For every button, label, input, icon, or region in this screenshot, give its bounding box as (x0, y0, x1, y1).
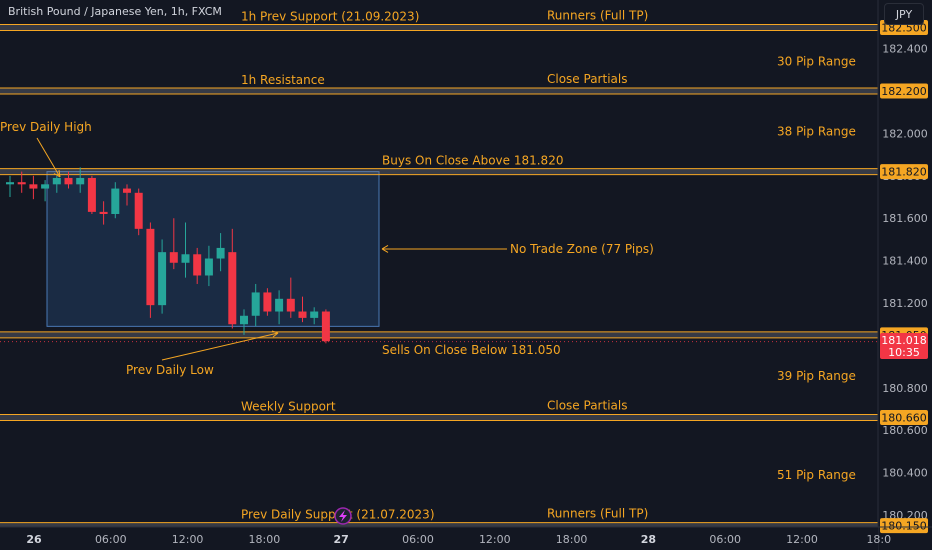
level-band (0, 24, 878, 31)
candle-body (17, 182, 26, 185)
level-band (0, 168, 878, 175)
x-tick-label: 06:00 (95, 533, 127, 546)
x-tick-label: 18:00 (249, 533, 281, 546)
candle-body (240, 315, 248, 325)
candle-body (158, 252, 167, 306)
x-tick-label: 18:0 (866, 533, 891, 546)
current-price-countdown: 10:35 (888, 346, 920, 359)
candle-body (321, 311, 330, 342)
current-price-value: 181.018 (881, 334, 927, 347)
y-tick-label: 181.200 (882, 297, 928, 310)
level-price-badge (880, 164, 928, 180)
x-tick-label: 27 (334, 533, 349, 546)
candle-body (263, 292, 272, 312)
candle-body (169, 252, 178, 263)
level-band (0, 331, 878, 338)
candle-body (52, 177, 61, 185)
time-axis (0, 527, 878, 550)
candle-body (181, 254, 190, 263)
prev-daily-low-label: Prev Daily Low (126, 363, 214, 377)
candle-body (193, 254, 202, 276)
candle-body (41, 184, 50, 189)
currency-button[interactable]: JPY (884, 3, 924, 25)
candle-body (146, 228, 155, 306)
zone-arrow-head (381, 245, 389, 253)
level-price-badge-text: 180.660 (881, 412, 927, 425)
no-trade-zone (46, 171, 380, 327)
level-price-badge (880, 518, 928, 534)
pip-range-label: 30 Pip Range (777, 54, 856, 68)
candle-body (134, 192, 143, 229)
x-tick-label: 12:00 (479, 533, 511, 546)
candle-body (76, 177, 85, 185)
y-tick-label: 182.000 (882, 127, 928, 140)
no-trade-zone-label: No Trade Zone (77 Pips) (510, 242, 654, 256)
candle-body (64, 177, 73, 185)
level-price-badge-text: 181.820 (881, 166, 927, 179)
level-label: 1h Prev Support (21.09.2023) (241, 9, 419, 23)
pip-range-label: 39 Pip Range (777, 369, 856, 383)
x-tick-label: 06:00 (402, 533, 434, 546)
level-band (0, 88, 878, 95)
level-label-right: Runners (Full TP) (547, 507, 648, 521)
prev-daily-high-label: Prev Daily High (0, 120, 92, 134)
current-price-badge (880, 333, 928, 359)
y-tick-label: 180.800 (882, 382, 928, 395)
level-price-badge (880, 83, 928, 99)
candle-body (216, 247, 225, 259)
candle-body (6, 182, 14, 185)
level-band (0, 522, 878, 529)
lightning-icon-glyph (339, 510, 347, 522)
candle-body (251, 292, 260, 316)
x-tick-label: 28 (641, 533, 656, 546)
y-tick-label: 180.400 (882, 467, 928, 480)
pip-range-label: 51 Pip Range (777, 468, 856, 482)
x-tick-label: 06:00 (709, 533, 741, 546)
level-label: 1h Resistance (241, 73, 325, 87)
x-tick-label: 12:00 (172, 533, 204, 546)
candle-body (298, 311, 307, 318)
level-label: Weekly Support (241, 400, 336, 414)
x-tick-label: 26 (26, 533, 42, 546)
candle-body (275, 298, 284, 312)
prev-daily-high-arrowhead (53, 169, 61, 178)
level-label-right: Close Partials (547, 72, 627, 86)
candle-body (111, 188, 120, 214)
candle-body (204, 258, 213, 276)
candle-body (286, 298, 295, 312)
level-label: Sells On Close Below 181.050 (382, 343, 561, 357)
candle-body (29, 184, 38, 189)
candle-body (87, 177, 96, 212)
level-label-right: Close Partials (547, 399, 627, 413)
prev-daily-high-arrow (36, 137, 61, 178)
y-tick-label: 181.600 (882, 212, 928, 225)
pip-range-label: 38 Pip Range (777, 124, 856, 138)
candle-body (228, 252, 237, 325)
level-label-right: Runners (Full TP) (547, 8, 648, 22)
level-price-badge-text: 182.200 (881, 85, 927, 98)
level-price-badge (880, 410, 928, 426)
candle-body (99, 211, 108, 214)
y-tick-label: 180.600 (882, 424, 928, 437)
x-tick-label: 18:00 (556, 533, 588, 546)
symbol-title: British Pound / Japanese Yen, 1h, FXCM (8, 5, 222, 18)
level-band (0, 414, 878, 421)
prev-daily-low-arrow (161, 332, 279, 361)
x-tick-label: 12:00 (786, 533, 818, 546)
prev-daily-low-arrowhead (271, 330, 279, 338)
y-tick-label: 182.400 (882, 43, 928, 56)
level-label: Buys On Close Above 181.820 (382, 154, 563, 168)
y-tick-label: 181.400 (882, 255, 928, 268)
level-price-badge-text: 180.150 (881, 520, 927, 533)
candle-body (123, 188, 131, 193)
candle-body (310, 311, 319, 318)
